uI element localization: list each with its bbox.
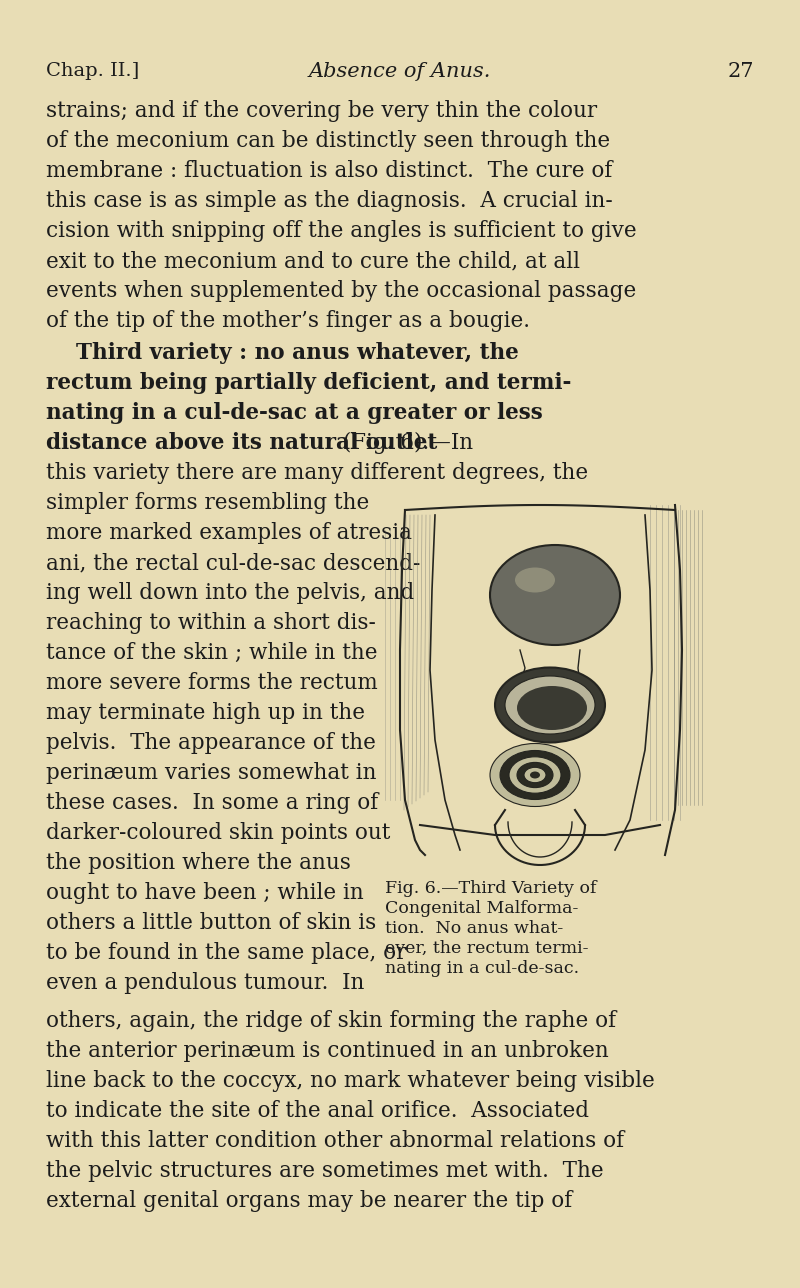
Text: cision with snipping off the angles is sufficient to give: cision with snipping off the angles is s… (46, 220, 637, 242)
Text: external genital organs may be nearer the tip of: external genital organs may be nearer th… (46, 1190, 572, 1212)
Text: ought to have been ; while in: ought to have been ; while in (46, 882, 364, 904)
Text: reaching to within a short dis-: reaching to within a short dis- (46, 612, 376, 634)
Text: may terminate high up in the: may terminate high up in the (46, 702, 365, 724)
Text: ani, the rectal cul-de-sac descend-: ani, the rectal cul-de-sac descend- (46, 553, 420, 574)
Text: ing well down into the pelvis, and: ing well down into the pelvis, and (46, 582, 414, 604)
Text: tance of the skin ; while in the: tance of the skin ; while in the (46, 641, 378, 665)
Text: others, again, the ridge of skin forming the raphe of: others, again, the ridge of skin forming… (46, 1010, 616, 1032)
Text: nating in a cul-de-sac.: nating in a cul-de-sac. (385, 960, 579, 978)
Ellipse shape (509, 757, 561, 793)
Text: more severe forms the rectum: more severe forms the rectum (46, 672, 378, 694)
Text: Chap. II.]: Chap. II.] (46, 62, 139, 80)
Ellipse shape (505, 676, 595, 734)
Text: strains; and if the covering be very thin the colour: strains; and if the covering be very thi… (46, 100, 597, 122)
Text: Third variety : no anus whatever, the: Third variety : no anus whatever, the (46, 343, 518, 365)
Text: nating in a cul-de-sac at a greater or less: nating in a cul-de-sac at a greater or l… (46, 402, 542, 424)
Ellipse shape (530, 772, 540, 778)
Text: of the meconium can be distinctly seen through the: of the meconium can be distinctly seen t… (46, 130, 610, 152)
Text: the anterior perinæum is continued in an unbroken: the anterior perinæum is continued in an… (46, 1039, 609, 1063)
Text: pelvis.  The appearance of the: pelvis. The appearance of the (46, 732, 376, 753)
Text: to be found in the same place, or: to be found in the same place, or (46, 942, 406, 963)
Text: tion.  No anus what-: tion. No anus what- (385, 920, 563, 936)
Text: events when supplemented by the occasional passage: events when supplemented by the occasion… (46, 279, 636, 301)
Text: this case is as simple as the diagnosis.  A crucial in-: this case is as simple as the diagnosis.… (46, 191, 613, 213)
Text: more marked examples of atresia: more marked examples of atresia (46, 522, 412, 544)
Text: darker-coloured skin points out: darker-coloured skin points out (46, 822, 390, 844)
Ellipse shape (495, 667, 605, 742)
Text: the pelvic structures are sometimes met with.  The: the pelvic structures are sometimes met … (46, 1160, 604, 1182)
Text: others a little button of skin is: others a little button of skin is (46, 912, 376, 934)
Text: these cases.  In some a ring of: these cases. In some a ring of (46, 792, 378, 814)
Text: Congenital Malforma-: Congenital Malforma- (385, 900, 578, 917)
Text: ever, the rectum termi-: ever, the rectum termi- (385, 940, 589, 957)
Ellipse shape (490, 743, 580, 806)
Ellipse shape (524, 768, 546, 783)
Text: rectum being partially deficient, and termi-: rectum being partially deficient, and te… (46, 372, 571, 394)
Bar (380, 489, 710, 860)
Text: perinæum varies somewhat in: perinæum varies somewhat in (46, 762, 377, 784)
Ellipse shape (517, 687, 587, 730)
Text: this variety there are many different degrees, the: this variety there are many different de… (46, 462, 588, 484)
Ellipse shape (515, 568, 555, 592)
Text: distance above its natural outlet: distance above its natural outlet (46, 431, 438, 453)
Text: Absence of Anus.: Absence of Anus. (309, 62, 491, 81)
Text: 27: 27 (727, 62, 754, 81)
Text: (Fig. 6).—In: (Fig. 6).—In (337, 431, 474, 455)
Ellipse shape (500, 751, 570, 800)
Text: membrane : fluctuation is also distinct.  The cure of: membrane : fluctuation is also distinct.… (46, 160, 612, 182)
Text: even a pendulous tumour.  In: even a pendulous tumour. In (46, 972, 364, 994)
Text: line back to the coccyx, no mark whatever being visible: line back to the coccyx, no mark whateve… (46, 1070, 654, 1092)
Text: the position where the anus: the position where the anus (46, 851, 351, 875)
Text: exit to the meconium and to cure the child, at all: exit to the meconium and to cure the chi… (46, 250, 580, 272)
Text: Fig. 6.—Third Variety of: Fig. 6.—Third Variety of (385, 880, 597, 896)
Text: to indicate the site of the anal orifice.  Associated: to indicate the site of the anal orifice… (46, 1100, 589, 1122)
Text: with this latter condition other abnormal relations of: with this latter condition other abnorma… (46, 1130, 624, 1151)
Text: of the tip of the mother’s finger as a bougie.: of the tip of the mother’s finger as a b… (46, 310, 530, 332)
Ellipse shape (517, 762, 553, 787)
Ellipse shape (490, 545, 620, 645)
Text: simpler forms resembling the: simpler forms resembling the (46, 492, 370, 514)
